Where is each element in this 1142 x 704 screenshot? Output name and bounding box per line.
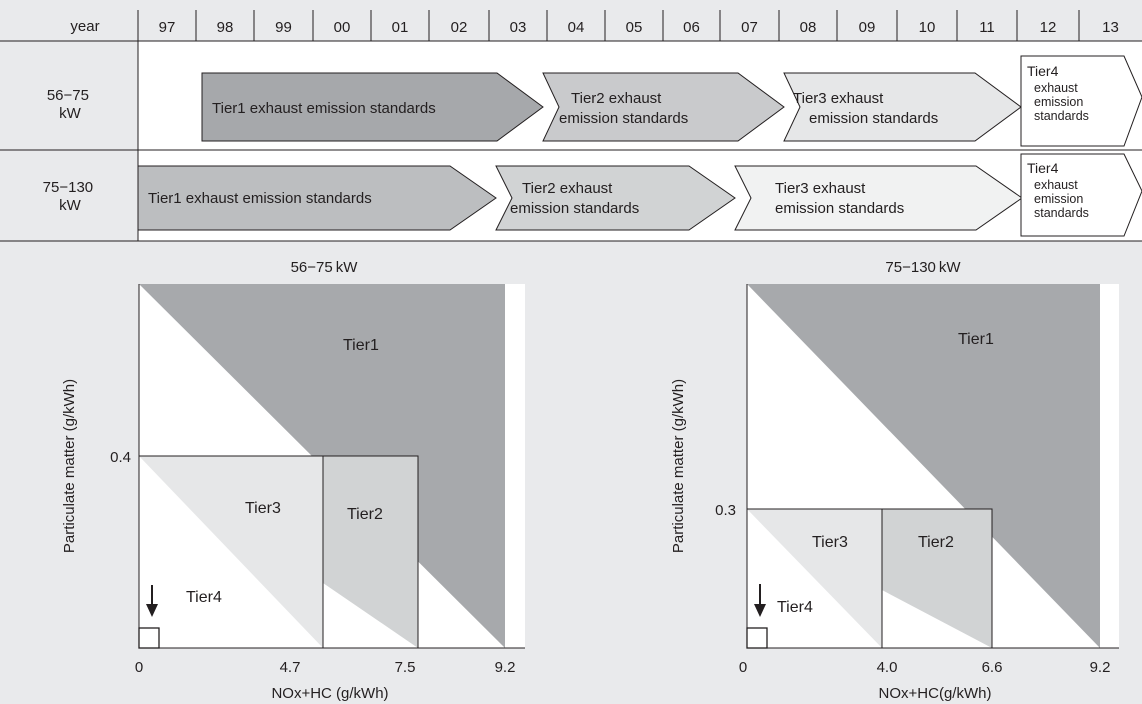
row-label-line: kW <box>59 197 82 214</box>
x-axis-label: NOx+HC (g/kWh) <box>271 685 388 702</box>
year-cell: 01 <box>392 19 409 36</box>
band-label-line: emission standards <box>510 200 639 217</box>
x-tick-label: 6.6 <box>982 659 1003 676</box>
tier3-band-label: Tier3 exhaust emission standards <box>775 180 904 217</box>
x-tick-label: 0 <box>135 659 143 676</box>
y-tick-label: 0.4 <box>110 449 131 466</box>
year-cell: 11 <box>979 19 995 36</box>
tier1-region <box>747 284 1100 648</box>
year-cell: 04 <box>568 19 585 36</box>
x-tick-label: 9.2 <box>495 659 516 676</box>
x-tick-label: 0 <box>739 659 747 676</box>
row-label-line: kW <box>59 105 82 122</box>
year-cell: 12 <box>1040 19 1057 36</box>
chart-56-75-kw: 56−75 kW Tier1 Tier2 Tier3 Tier4 0.4 0 4… <box>61 259 525 702</box>
year-header: year <box>70 18 99 35</box>
tier4-band-label: Tier4 exhaust emission standards <box>1027 160 1089 220</box>
band-label-line: Tier3 exhaust <box>775 180 866 197</box>
tier4-label: Tier4 <box>777 599 813 616</box>
year-cell: 06 <box>683 19 700 36</box>
year-cell: 99 <box>275 19 292 36</box>
x-axis-label: NOx+HC(g/kWh) <box>879 685 992 702</box>
year-cell: 97 <box>159 19 176 36</box>
row-label-56-75: 56−75 kW <box>47 87 93 122</box>
tier1-band-75-130 <box>137 165 497 231</box>
chart-75-130-kw: 75−130 kW Tier1 Tier2 Tier3 Tier4 0.3 0 … <box>670 259 1119 702</box>
band-label-line: emission <box>1034 192 1083 206</box>
tier4-band-75-130 <box>1020 153 1142 237</box>
tier2-region <box>882 509 992 648</box>
chart-title: 75−130 kW <box>885 259 961 276</box>
tier2-limit-line <box>747 508 993 648</box>
band-label-line: Tier2 exhaust <box>571 90 662 107</box>
tier3-label: Tier3 <box>245 500 281 517</box>
row-75-130-arrows: Tier1 exhaust emission standards Tier2 e… <box>137 153 1142 237</box>
row-label-line: 75−130 <box>43 179 93 196</box>
band-label-line: exhaust <box>1034 81 1078 95</box>
row-label-75-130: 75−130 kW <box>43 179 98 214</box>
band-label-line: Tier2 exhaust <box>522 180 613 197</box>
tier2-label: Tier2 <box>347 506 383 523</box>
y-tick-label: 0.3 <box>715 502 736 519</box>
tier1-band-56-75 <box>201 72 544 142</box>
tier2-label: Tier2 <box>918 534 954 551</box>
year-cell: 05 <box>626 19 643 36</box>
y-axis-label: Particulate matter (g/kWh) <box>61 379 78 553</box>
tier3-band-75-130 <box>734 165 1023 231</box>
band-label-title: Tier4 <box>1027 160 1059 176</box>
band-label-line: Tier3 exhaust <box>793 90 884 107</box>
tier1-label: Tier1 <box>958 331 994 348</box>
tier1-band-label: Tier1 exhaust emission standards <box>212 100 436 117</box>
tier2-band-label: Tier2 exhaust emission standards <box>559 90 688 127</box>
tier4-arrow-head <box>146 604 158 617</box>
tier2-band-75-130 <box>495 165 736 231</box>
tier4-band-label: Tier4 exhaust emission standards <box>1027 63 1089 123</box>
band-label-line: emission <box>1034 95 1083 109</box>
tier3-label: Tier3 <box>812 534 848 551</box>
year-cell: 08 <box>800 19 817 36</box>
timeline-table: year 97 98 99 00 01 02 03 04 05 06 07 08 09 10 11 12 13 … <box>0 10 1142 242</box>
tier4-arrow-head <box>754 604 766 617</box>
tier2-band-56-75 <box>542 72 785 142</box>
row-label-line: 56−75 <box>47 87 89 104</box>
year-cell: 98 <box>217 19 234 36</box>
band-label-line: emission standards <box>809 110 938 127</box>
tier4-band-56-75 <box>1020 55 1142 147</box>
row-56-75-arrows: Tier1 exhaust emission standards Tier2 e… <box>201 55 1142 147</box>
tier4-box <box>746 627 768 649</box>
year-cell: 00 <box>334 19 351 36</box>
tier4-label: Tier4 <box>186 589 222 606</box>
band-label-line: exhaust <box>1034 178 1078 192</box>
x-tick-label: 4.7 <box>280 659 301 676</box>
band-label-line: standards <box>1034 206 1089 220</box>
year-cell: 07 <box>741 19 758 36</box>
x-tick-label: 7.5 <box>395 659 416 676</box>
tier3-region <box>747 509 882 648</box>
band-label-title: Tier4 <box>1027 63 1059 79</box>
tier3-region <box>139 456 323 648</box>
tier4-box <box>138 627 160 649</box>
tier2-limit-line <box>139 455 419 648</box>
tier1-label: Tier1 <box>343 337 379 354</box>
band-label-line: emission standards <box>559 110 688 127</box>
tier3-band-56-75 <box>783 72 1022 142</box>
chart-title: 56−75 kW <box>291 259 359 276</box>
tier2-region <box>323 456 418 648</box>
year-cell: 10 <box>919 19 936 36</box>
year-cell: 09 <box>859 19 876 36</box>
year-cell: 13 <box>1102 19 1119 36</box>
year-cell: 03 <box>510 19 527 36</box>
y-axis-label: Particulate matter (g/kWh) <box>670 379 687 553</box>
band-label-line: standards <box>1034 109 1089 123</box>
band-label-line: emission standards <box>775 200 904 217</box>
tier1-band-label: Tier1 exhaust emission standards <box>148 190 372 207</box>
year-cell: 02 <box>451 19 468 36</box>
x-tick-label: 9.2 <box>1090 659 1111 676</box>
tier3-band-label: Tier3 exhaust emission standards <box>793 90 938 127</box>
x-tick-label: 4.0 <box>877 659 898 676</box>
tier2-band-label: Tier2 exhaust emission standards <box>510 180 639 217</box>
year-cells: 97 98 99 00 01 02 03 04 05 06 07 08 09 10 11 12 13 <box>159 10 1119 41</box>
